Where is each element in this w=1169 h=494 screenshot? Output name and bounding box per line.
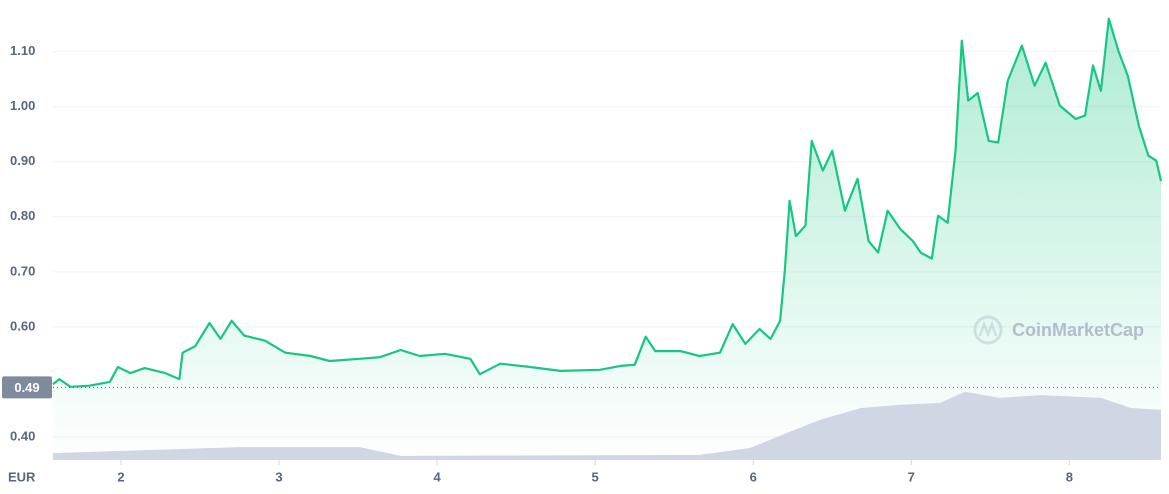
current-price-label: 0.49	[14, 380, 39, 395]
volume-area	[53, 391, 1161, 460]
x-tick-label: 4	[433, 469, 441, 484]
labels: 0.40 0.60 0.70 0.80 0.90 1.00 1.10 2 3 4 5 6 7 8 0.49	[2, 43, 1073, 484]
price-area	[53, 18, 1161, 460]
price-line	[52, 17, 1163, 388]
x-tick-label: 5	[592, 469, 599, 484]
x-tick-label: 8	[1066, 469, 1073, 484]
watermark: CoinMarketCap	[1012, 320, 1144, 340]
marks	[52, 17, 1163, 460]
currency-label: EUR	[8, 469, 36, 484]
y-tick-label: 1.10	[10, 43, 35, 58]
y-tick-label: 0.80	[10, 208, 35, 223]
y-tick-label: 0.40	[10, 428, 35, 443]
x-tick-label: 2	[117, 469, 124, 484]
y-tick-label: 1.00	[10, 98, 35, 113]
y-tick-label: 0.90	[10, 153, 35, 168]
y-tick-label: 0.60	[10, 318, 35, 333]
x-tick-label: 6	[750, 469, 757, 484]
current-price-badge	[2, 376, 52, 399]
watermark-logo	[973, 315, 1003, 345]
x-tick-label: 7	[908, 469, 915, 484]
x-tick-label: 3	[275, 469, 282, 484]
y-tick-label: 0.70	[10, 263, 35, 278]
